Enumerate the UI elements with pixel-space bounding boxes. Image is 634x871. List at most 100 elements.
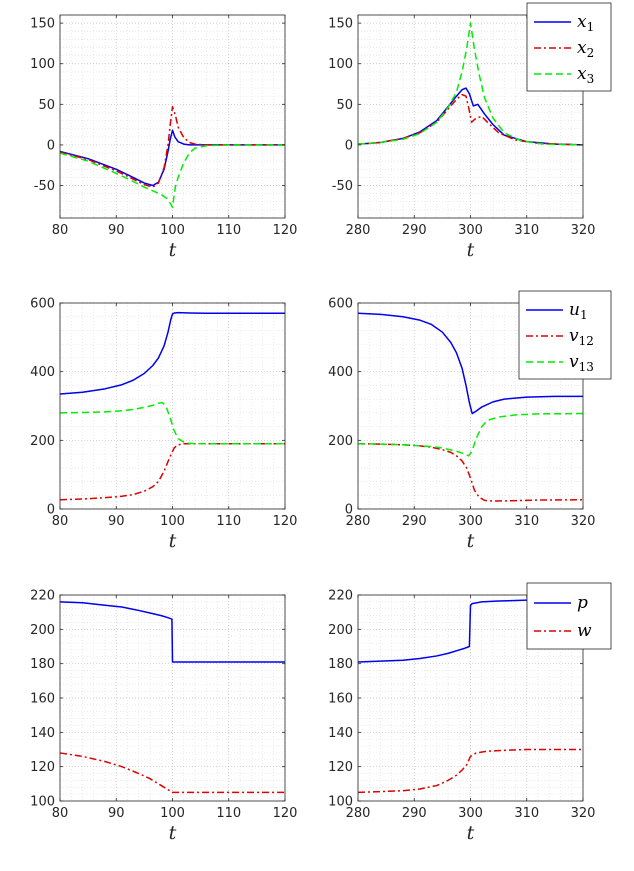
x-tick-label: 290 (402, 806, 427, 821)
y-tick-label: 600 (30, 297, 55, 312)
legend-label: x2 (577, 38, 594, 60)
x-tick-label: 280 (346, 514, 371, 529)
y-tick-label: 600 (328, 297, 353, 312)
x-tick-label: 320 (571, 223, 596, 238)
chart-panel-2: 280 290 300 310 320 -50 0 50 100 150 t x1 x2 x3 (328, 2, 612, 261)
y-tick-label: 0 (47, 503, 55, 518)
x-tick-label: 280 (346, 223, 371, 238)
series-line-s2 (59, 752, 285, 794)
x-tick-label: 310 (514, 514, 539, 529)
x-tick-label: 100 (160, 514, 185, 529)
y-tick-label: 400 (328, 365, 353, 380)
y-tick-label: 0 (345, 503, 353, 518)
y-tick-label: 200 (30, 623, 55, 638)
x-tick-label: 300 (458, 223, 483, 238)
x-axis-label: t (467, 822, 475, 844)
legend-box (526, 582, 612, 650)
chart-panel-6: 280 290 300 310 320 100 120 140 160 180 200 220 t pw (328, 582, 612, 844)
y-tick-label: 120 (30, 760, 55, 775)
legend-label: v12 (569, 326, 594, 348)
series-line-v12 (357, 443, 584, 502)
x-tick-label: 120 (273, 806, 298, 821)
legend: x1 x2 x3 (526, 2, 612, 92)
x-tick-label: 110 (216, 806, 241, 821)
legend-label: w (577, 621, 592, 641)
x-tick-label: 320 (571, 514, 596, 529)
legend-label: v13 (569, 352, 594, 374)
series-line-s2 (59, 106, 285, 188)
series-line-u1 (357, 312, 583, 415)
x-tick-label: 100 (160, 806, 185, 821)
series-line-x3 (357, 22, 584, 146)
series-line-w (357, 748, 583, 794)
series-line-p (357, 599, 583, 663)
x-tick-label: 80 (52, 514, 69, 529)
y-tick-label: 200 (328, 623, 353, 638)
x-tick-label: 320 (571, 806, 596, 821)
x-tick-label: 90 (108, 223, 125, 238)
y-tick-label: 140 (328, 726, 353, 741)
x-axis-label: t (169, 530, 177, 552)
y-tick-label: 0 (345, 138, 353, 153)
x-tick-label: 110 (216, 223, 241, 238)
x-tick-label: 110 (216, 514, 241, 529)
y-tick-label: 180 (30, 657, 55, 672)
y-tick-label: 220 (30, 589, 55, 604)
y-tick-label: 400 (30, 365, 55, 380)
legend: pw (526, 582, 612, 650)
x-tick-label: 280 (346, 806, 371, 821)
y-tick-label: -50 (34, 179, 55, 194)
series-line-s3 (59, 401, 285, 445)
chart-panel-1: 80 90 100 110 120 -50 0 50 100 150 t (30, 14, 298, 261)
x-tick-label: 100 (160, 223, 185, 238)
x-tick-label: 80 (52, 806, 69, 821)
legend-box (518, 290, 612, 380)
series-line-s2 (59, 443, 285, 501)
legend-label: p (577, 593, 588, 613)
x-tick-label: 300 (458, 514, 483, 529)
x-axis-label: t (467, 239, 475, 261)
legend-label: u1 (569, 300, 588, 322)
y-tick-label: 160 (30, 692, 55, 707)
x-tick-label: 90 (108, 514, 125, 529)
legend-label: x1 (577, 12, 594, 34)
y-tick-label: 180 (328, 657, 353, 672)
y-tick-label: 200 (30, 434, 55, 449)
chart-panel-3: 80 90 100 110 120 0 200 400 600 t (30, 297, 297, 553)
x-axis-label: t (169, 822, 177, 844)
series-line-v13 (357, 412, 584, 457)
chart-panel-5: 80 90 100 110 120 100 120 140 160 180 200 220 t (30, 589, 297, 845)
series-line-s1 (59, 601, 285, 663)
series-line-s1 (59, 311, 285, 395)
x-tick-label: 90 (108, 806, 125, 821)
x-tick-label: 120 (273, 223, 298, 238)
y-tick-label: 0 (47, 138, 55, 153)
y-tick-label: 50 (336, 98, 353, 113)
y-tick-label: 100 (328, 57, 353, 72)
y-tick-label: 50 (38, 98, 55, 113)
x-axis-label: t (169, 239, 177, 261)
legend-label: x3 (577, 64, 594, 86)
grid (357, 14, 584, 219)
y-tick-label: 150 (328, 17, 353, 32)
legend-box (526, 2, 612, 92)
series-line-s1 (59, 129, 285, 187)
y-tick-label: 100 (30, 795, 55, 810)
x-tick-label: 290 (402, 514, 427, 529)
y-tick-label: -50 (332, 179, 353, 194)
y-tick-label: 150 (30, 17, 55, 32)
x-tick-label: 80 (52, 223, 69, 238)
grid (357, 594, 584, 802)
x-tick-label: 300 (458, 806, 483, 821)
x-tick-label: 310 (514, 806, 539, 821)
y-tick-label: 160 (328, 692, 353, 707)
y-tick-label: 220 (328, 589, 353, 604)
y-tick-label: 100 (328, 795, 353, 810)
y-tick-label: 200 (328, 434, 353, 449)
y-tick-label: 100 (30, 57, 55, 72)
chart-panel-4: 280 290 300 310 320 0 200 400 600 t u1 v12 v13 (328, 290, 612, 552)
grid (59, 594, 286, 802)
series-line-s3 (59, 144, 285, 209)
x-axis-label: t (467, 530, 475, 552)
